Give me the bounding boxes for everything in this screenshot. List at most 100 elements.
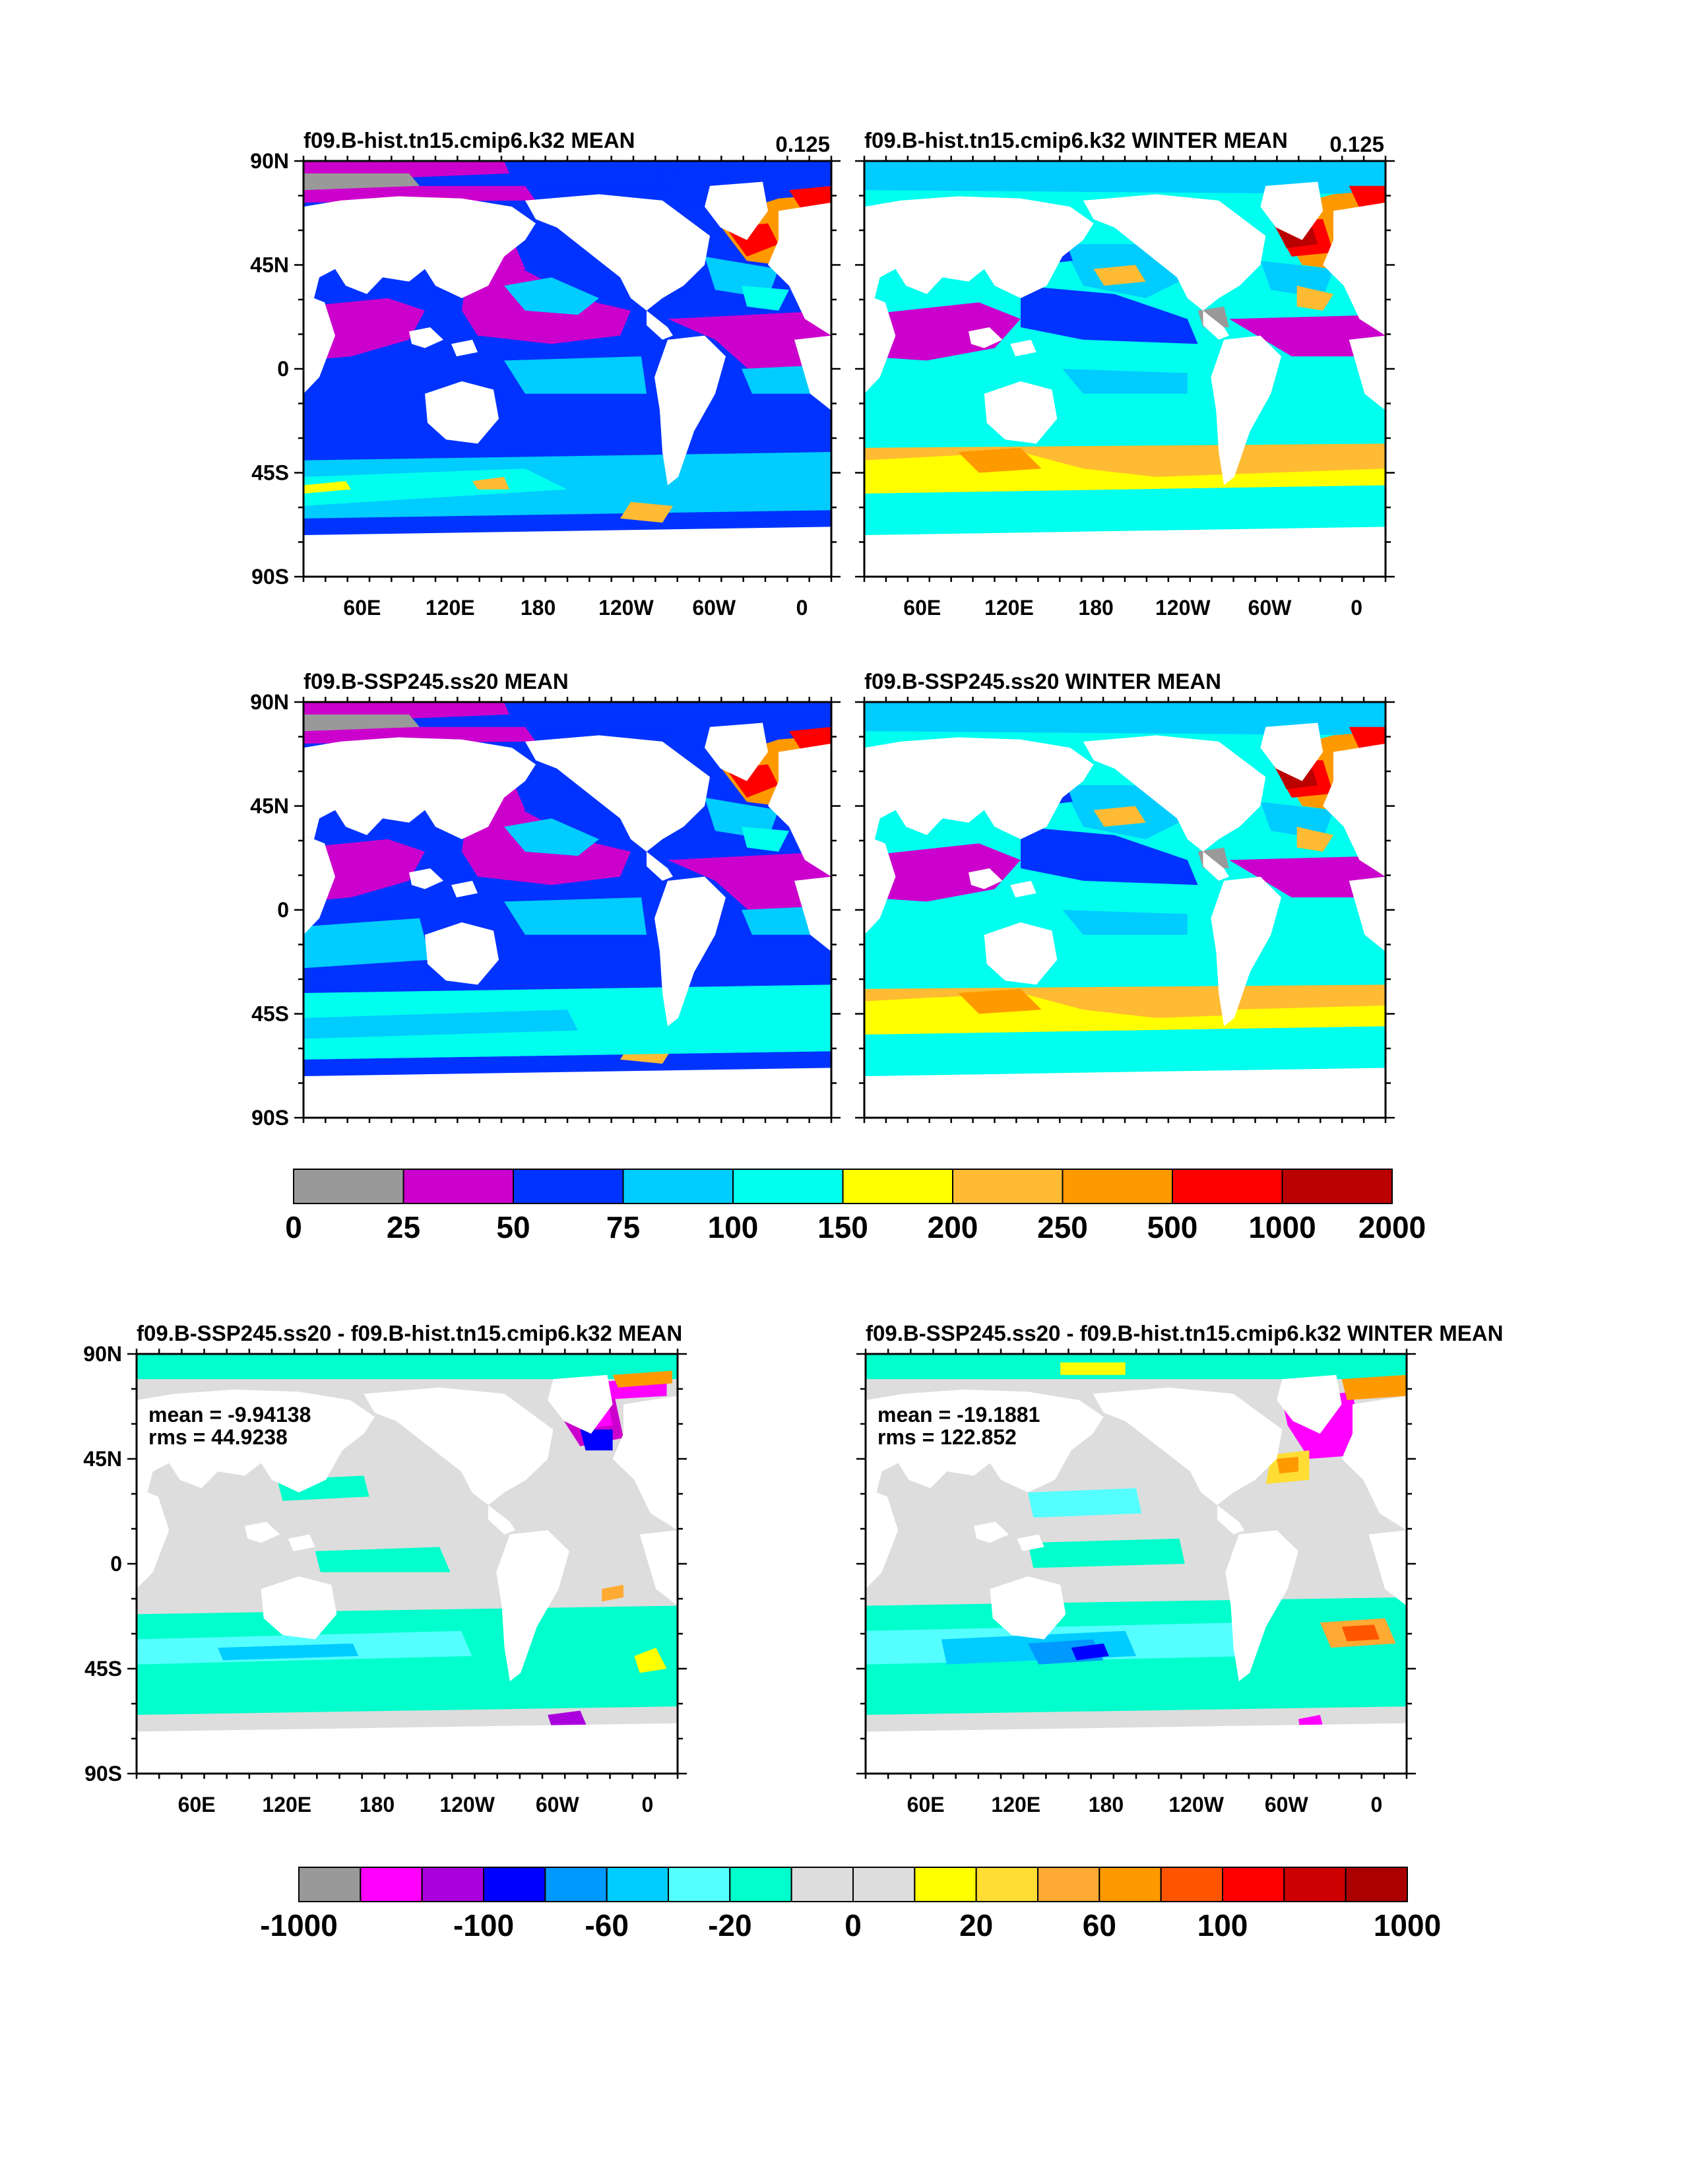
colorbar-swatch	[1222, 1867, 1285, 1902]
panel-title: f09.B-SSP245.ss20 MEAN	[303, 669, 569, 693]
colorbar-swatch	[790, 1867, 854, 1902]
tick-marks	[855, 697, 1395, 1123]
x-tick-label: 120W	[1155, 596, 1211, 620]
colorbar-swatch	[298, 1867, 362, 1902]
y-tick-label: 0	[277, 898, 289, 922]
x-tick-label: 120E	[426, 596, 475, 620]
colorbar-label: 0	[285, 1210, 302, 1244]
colorbar-absolute: 0 25 50 75 100 150 200 250 500 1000 2000	[285, 1169, 1426, 1244]
y-tick-label: 90N	[83, 1342, 122, 1366]
panel-corner-label: 0.125	[775, 132, 830, 156]
colorbar-difference: -1000 -100 -60 -20 0 20 60 100 1000	[260, 1867, 1441, 1943]
y-tick-label: 90S	[84, 1762, 122, 1785]
colorbar-label: -20	[708, 1908, 751, 1943]
colorbar-swatch	[732, 1169, 844, 1204]
x-tick-label: 120W	[1168, 1793, 1224, 1816]
colorbar-label: 2000	[1358, 1210, 1426, 1244]
colorbar-swatch	[1160, 1867, 1223, 1902]
x-tick-label: 180	[521, 596, 556, 620]
field-map	[303, 702, 831, 1118]
colorbar-swatch	[852, 1867, 916, 1902]
colorbar-swatch	[668, 1867, 731, 1902]
colorbar-label: 1000	[1374, 1908, 1441, 1943]
colorbar-label: 50	[496, 1210, 530, 1244]
tick-marks	[127, 1349, 687, 1779]
y-tick-label: 45S	[251, 461, 289, 485]
map-panel-6: f09.B-SSP245.ss20 - f09.B-hist.tn15.cmip…	[856, 1321, 1503, 1816]
panel-corner-label: 0.125	[1329, 132, 1384, 156]
stat-rms: rms = 122.852	[877, 1425, 1017, 1449]
colorbar-label: 250	[1037, 1210, 1088, 1244]
y-tick-label: 45S	[251, 1002, 289, 1026]
stat-rms: rms = 44.9238	[148, 1425, 288, 1449]
colorbar-swatch	[1062, 1169, 1173, 1204]
colorbar-swatch	[622, 1169, 734, 1204]
colorbar-swatch	[606, 1867, 670, 1902]
y-tick-label: 45N	[83, 1447, 122, 1471]
x-tick-label: 0	[796, 596, 808, 620]
x-tick-label: 60E	[903, 596, 941, 620]
panel-title: f09.B-hist.tn15.cmip6.k32 MEAN	[303, 128, 635, 152]
x-tick-label: 120W	[598, 596, 654, 620]
colorbar-label: 25	[387, 1210, 420, 1244]
colorbar-label: -60	[585, 1908, 628, 1943]
y-tick-label: 90N	[250, 690, 289, 714]
colorbar-swatch	[513, 1169, 624, 1204]
colorbar-label: 200	[928, 1210, 978, 1244]
x-tick-label: 60W	[1265, 1793, 1309, 1816]
colorbar-swatch	[402, 1169, 514, 1204]
x-tick-label: 60E	[178, 1793, 216, 1816]
colorbar-swatch	[729, 1867, 792, 1902]
colorbar-swatch	[293, 1169, 404, 1204]
stat-mean: mean = -9.94138	[148, 1403, 311, 1427]
colorbar-label: 60	[1083, 1908, 1116, 1943]
y-tick-label: 45N	[250, 253, 289, 277]
y-tick-label: 45N	[250, 794, 289, 818]
colorbar-label: -1000	[260, 1908, 338, 1943]
x-tick-label: 60E	[343, 596, 381, 620]
x-tick-label: 60W	[1248, 596, 1292, 620]
colorbar-label: -100	[453, 1908, 514, 1943]
map-panel-4: f09.B-SSP245.ss20 WINTER MEAN	[855, 669, 1395, 1123]
x-tick-label: 120E	[991, 1793, 1040, 1816]
panel-title: f09.B-SSP245.ss20 - f09.B-hist.tn15.cmip…	[137, 1321, 682, 1345]
x-tick-label: 120E	[262, 1793, 311, 1816]
tick-marks	[294, 697, 841, 1123]
stat-mean: mean = -19.1881	[877, 1403, 1040, 1427]
x-tick-label: 180	[1078, 596, 1113, 620]
colorbar-label: 0	[844, 1908, 862, 1943]
colorbar-swatch	[1345, 1867, 1408, 1902]
colorbar-label: 100	[708, 1210, 759, 1244]
colorbar-swatch	[544, 1867, 608, 1902]
x-tick-label: 60W	[692, 596, 736, 620]
panel-title: f09.B-hist.tn15.cmip6.k32 WINTER MEAN	[864, 128, 1288, 152]
x-tick-label: 120E	[984, 596, 1034, 620]
y-tick-label: 0	[277, 357, 289, 381]
colorbar-swatch	[914, 1867, 977, 1902]
tick-marks	[294, 156, 841, 582]
colorbar-swatch	[1037, 1867, 1100, 1902]
tick-marks	[856, 1349, 1416, 1779]
colorbar-swatch	[360, 1867, 423, 1902]
x-tick-label: 120W	[439, 1793, 495, 1816]
field-map	[864, 161, 1386, 577]
colorbar-swatch	[975, 1867, 1038, 1902]
y-tick-label: 90N	[250, 149, 289, 173]
map-panel-3: f09.B-SSP245.ss20 MEAN 90N 45N 0 45S 90S	[250, 669, 841, 1130]
x-tick-label: 60W	[536, 1793, 580, 1816]
x-tick-label: 180	[1089, 1793, 1124, 1816]
field-map	[303, 161, 831, 577]
map-panel-2: f09.B-hist.tn15.cmip6.k32 WINTER MEAN 0.1…	[855, 128, 1395, 620]
colorbar-label: 1000	[1248, 1210, 1316, 1244]
colorbar-label: 500	[1147, 1210, 1198, 1244]
x-tick-label: 60E	[907, 1793, 945, 1816]
colorbar-label: 75	[606, 1210, 640, 1244]
x-tick-label: 0	[1351, 596, 1362, 620]
map-panel-5: f09.B-SSP245.ss20 - f09.B-hist.tn15.cmip…	[83, 1321, 687, 1816]
y-tick-label: 45S	[84, 1657, 122, 1681]
map-panel-1: f09.B-hist.tn15.cmip6.k32 MEAN 0.125 90N 45…	[250, 128, 841, 620]
colorbar-swatch	[1283, 1867, 1347, 1902]
colorbar-label: 150	[817, 1210, 868, 1244]
colorbar-swatch	[421, 1867, 485, 1902]
